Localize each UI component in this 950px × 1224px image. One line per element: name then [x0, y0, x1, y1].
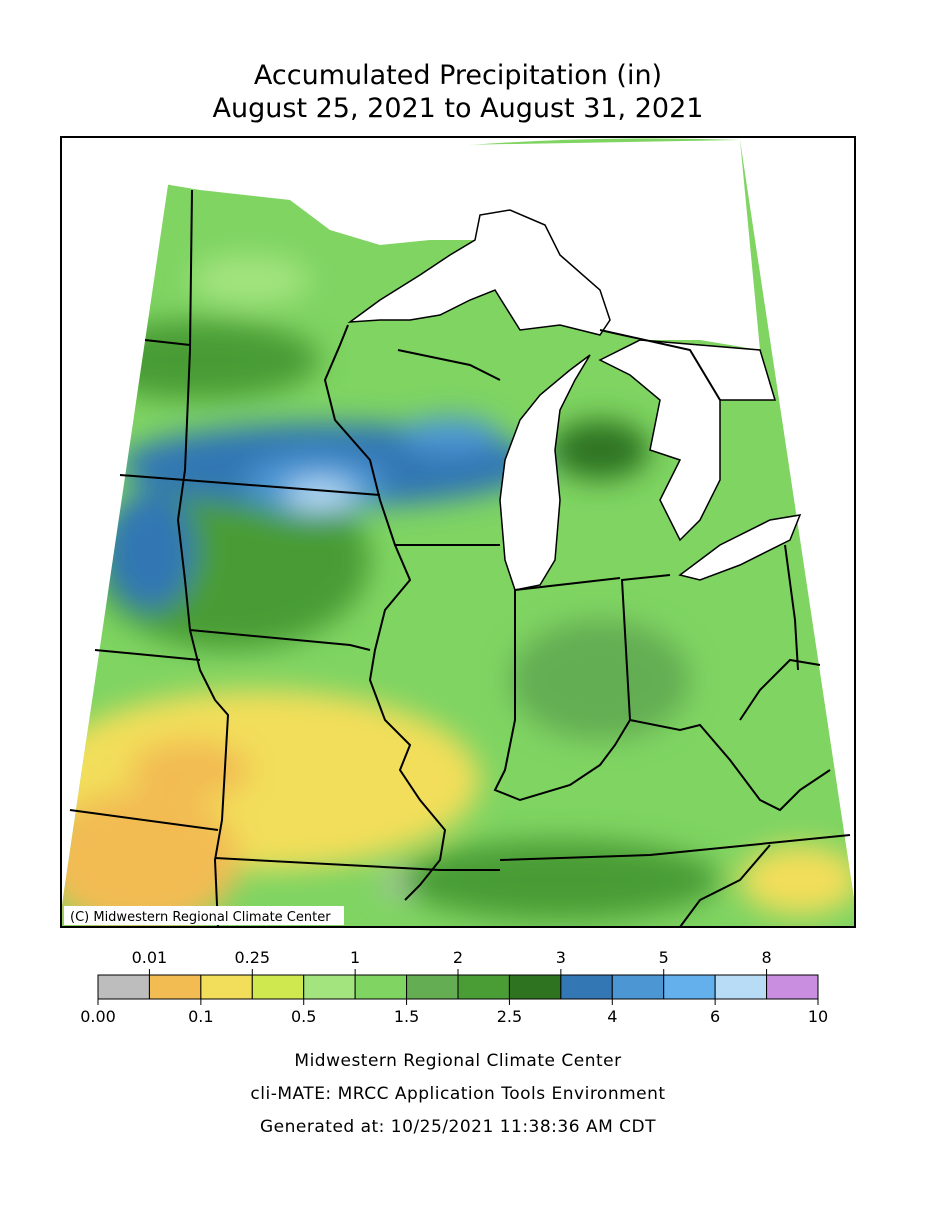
legend-swatch — [200, 974, 253, 1000]
region — [130, 740, 250, 800]
border — [144, 339, 191, 346]
legend-label: 0.01 — [132, 948, 168, 967]
region — [285, 480, 355, 510]
map-frame — [60, 136, 856, 928]
border — [514, 577, 621, 591]
legend-swatch — [611, 974, 665, 1000]
border — [739, 658, 821, 721]
footer-line: Midwestern Regional Climate Center — [294, 1051, 621, 1071]
region — [510, 620, 690, 740]
credit: (C) Midwestern Regional Climate Center — [70, 910, 331, 925]
state-lines — [69, 189, 851, 928]
legend-label: 1.5 — [394, 1007, 419, 1026]
legend-swatch — [560, 974, 613, 1000]
legend-label: 1 — [350, 948, 360, 967]
legend-label: 0.00 — [80, 1007, 116, 1026]
legend-swatch — [97, 974, 150, 1000]
legend-swatch — [354, 974, 408, 1000]
legend-swatch — [766, 974, 819, 1000]
legend-swatch — [663, 974, 716, 1000]
legend-swatch — [714, 974, 768, 1000]
subtitle: August 25, 2021 to August 31, 2021 — [213, 93, 704, 124]
border — [214, 857, 500, 871]
legend-label: 2.5 — [497, 1007, 522, 1026]
legend-label: 4 — [607, 1007, 617, 1026]
legend-label: 10 — [808, 1007, 828, 1026]
lake-erie — [678, 514, 802, 581]
legend-label: 0.5 — [291, 1007, 316, 1026]
region — [550, 420, 650, 480]
credit-box — [64, 906, 344, 925]
border — [69, 809, 219, 831]
legend-swatch — [303, 974, 356, 1000]
border — [176, 189, 230, 928]
region — [740, 845, 855, 915]
legend-swatch — [508, 974, 562, 1000]
lake-huron — [598, 339, 777, 542]
region — [62, 790, 240, 927]
border — [119, 474, 381, 496]
legend: 0.00 0.01 0.1 0.25 0.5 1 1.5 2 2.5 3 4 5 6 8 10 — [80, 948, 828, 1026]
legend-label: 0.1 — [188, 1007, 213, 1026]
lake-michigan — [499, 354, 591, 591]
region — [190, 255, 310, 305]
region — [400, 840, 720, 920]
border — [499, 834, 851, 861]
legend-swatch — [406, 974, 459, 1000]
border — [189, 629, 371, 651]
legend-swatch — [251, 974, 305, 1000]
legend-label: 0.25 — [234, 948, 270, 967]
border — [629, 719, 831, 812]
region — [80, 320, 320, 400]
title: Accumulated Precipitation (in) — [254, 60, 662, 91]
legend-swatch — [457, 974, 510, 1000]
legend-swatch — [148, 974, 202, 1000]
legend-label: 3 — [556, 948, 566, 967]
legend-label: 5 — [659, 948, 669, 967]
border — [679, 844, 771, 928]
border — [599, 329, 721, 401]
border — [94, 649, 201, 661]
region — [105, 490, 195, 610]
border — [323, 324, 447, 901]
lake-superior — [347, 209, 611, 336]
legend-label: 2 — [453, 948, 463, 967]
footer-line: Generated at: 10/25/2021 11:38:36 AM CDT — [260, 1117, 656, 1137]
region — [400, 417, 500, 453]
border — [493, 574, 671, 802]
region — [383, 875, 407, 895]
border — [784, 544, 799, 671]
footer-line: cli-MATE: MRCC Application Tools Environ… — [250, 1084, 665, 1104]
lakes — [170, 140, 802, 591]
north-blank — [170, 140, 760, 350]
legend-label: 6 — [710, 1007, 720, 1026]
legend-label: 8 — [761, 948, 771, 967]
border — [397, 349, 501, 381]
